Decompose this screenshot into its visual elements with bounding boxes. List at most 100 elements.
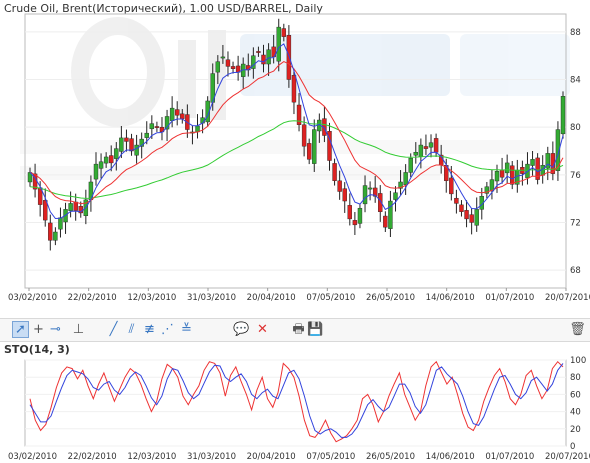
candle-body [510, 165, 515, 185]
trend-line-tool-icon[interactable]: ╱ [109, 322, 118, 337]
price-x-tick-label: 14/06/2010 [426, 293, 475, 303]
candle-body [139, 138, 144, 147]
pointer-tool-icon[interactable]: ➚ [12, 321, 29, 338]
candle-body [154, 126, 160, 128]
candle-body [48, 222, 53, 241]
parallel-channel-tool-icon[interactable]: ⫽ [128, 322, 135, 337]
candle-body [114, 148, 119, 159]
stochastic-x-tick-label: 03/02/2010 [8, 452, 57, 462]
candle-body [357, 207, 363, 224]
comment-tool-icon[interactable]: 💬 [233, 322, 250, 337]
candle-body [418, 144, 424, 157]
candle-body [103, 156, 109, 164]
candle-body [560, 95, 566, 135]
oilstat-watermark-logo [20, 17, 570, 180]
candle-body [484, 186, 490, 194]
fan-lines-tool-icon[interactable]: ⋰ [161, 322, 174, 337]
stochastic-x-tick-label: 20/04/2010 [247, 452, 296, 462]
print-icon[interactable]: 🖶 [292, 322, 305, 337]
candle-body [545, 153, 550, 169]
stochastic-fast-line [29, 363, 564, 438]
candle-body [291, 75, 297, 103]
candle-body [469, 214, 474, 223]
slow-moving-average-line [29, 61, 564, 205]
candle-body [98, 161, 104, 169]
stochastic-y-tick-label: 100 [570, 356, 586, 366]
stochastic-lines [29, 360, 564, 443]
candle-body [388, 200, 393, 229]
price-y-tick-label: 80 [570, 123, 581, 133]
stochastic-x-tick-label: 26/05/2010 [366, 452, 415, 462]
candle-body [251, 55, 256, 69]
arc-tool-icon[interactable]: ≚ [181, 322, 192, 337]
candle-body [134, 144, 139, 156]
candle-body [230, 66, 236, 69]
candle-body [296, 104, 302, 125]
candle-body [256, 51, 261, 53]
fibonacci-tool-icon[interactable]: ≢ [144, 322, 155, 337]
candle-body [362, 185, 368, 205]
save-icon[interactable]: 💾 [307, 322, 324, 337]
stochastic-y-tick-label: 80 [570, 373, 581, 383]
candle-body [433, 138, 439, 153]
candle-body [459, 204, 464, 212]
candle-body [489, 179, 495, 192]
stochastic-x-tick-label: 22/02/2010 [68, 452, 117, 462]
candle-body [129, 138, 134, 152]
candle-body [180, 113, 185, 120]
price-y-tick-label: 88 [570, 28, 581, 38]
candle-body [169, 107, 175, 121]
candle-body [449, 177, 454, 195]
price-x-tick-label: 03/02/2010 [8, 293, 57, 303]
candle-body [398, 181, 403, 189]
price-candles [27, 18, 566, 251]
candle-body [149, 123, 155, 130]
candle-body [347, 205, 352, 220]
vertical-line-tool-icon[interactable]: ⊥ [72, 322, 85, 337]
candle-body [301, 124, 307, 147]
candle-body [164, 116, 170, 130]
candle-body [504, 162, 510, 174]
candle-body [215, 61, 221, 73]
candle-body [261, 54, 266, 65]
delete-drawing-icon[interactable]: ✕ [257, 322, 268, 337]
price-x-tick-label: 12/03/2010 [127, 293, 176, 303]
stochastic-x-tick-label: 14/06/2010 [426, 452, 475, 462]
stochastic-x-tick-label: 20/07/2010 [545, 452, 590, 462]
candle-body [124, 137, 129, 142]
price-x-tick-label: 01/07/2010 [485, 293, 534, 303]
candle-body [306, 143, 312, 160]
candle-body [530, 159, 535, 166]
stochastic-slow-line [29, 360, 564, 443]
candle-body [266, 49, 271, 65]
candle-body [378, 193, 383, 212]
long-moving-average-line [29, 120, 564, 199]
candle-body [499, 169, 505, 178]
candle-body [342, 188, 347, 202]
price-plot-frame [24, 13, 567, 289]
candle-body [474, 209, 479, 226]
crosshair-tool-icon[interactable]: + [33, 322, 44, 337]
candle-body [68, 203, 73, 212]
candle-body [286, 35, 292, 80]
candle-body [53, 231, 58, 241]
candle-body [383, 215, 388, 228]
candle-body [393, 192, 398, 200]
moving-averages [29, 43, 564, 220]
price-y-tick-label: 76 [570, 171, 581, 181]
candle-body [93, 163, 99, 180]
trash-icon[interactable]: 🗑 [569, 322, 586, 337]
candle-body [413, 151, 418, 156]
candle-body [535, 157, 540, 180]
candle-body [73, 201, 78, 211]
candle-body [337, 180, 342, 192]
candle-body [464, 210, 469, 220]
candle-body [367, 187, 373, 190]
candle-body [43, 200, 48, 221]
drawing-toolbar: ➚ + ⊸ ⊥ ╱ ⫽ ≢ ⋰ ≚ 💬 ✕ 🖶 💾 🗑 [0, 318, 590, 342]
fast-moving-average-line [29, 43, 564, 220]
horizontal-line-tool-icon[interactable]: ⊸ [50, 322, 61, 337]
candle-body [327, 131, 332, 161]
candle-body [276, 26, 281, 62]
